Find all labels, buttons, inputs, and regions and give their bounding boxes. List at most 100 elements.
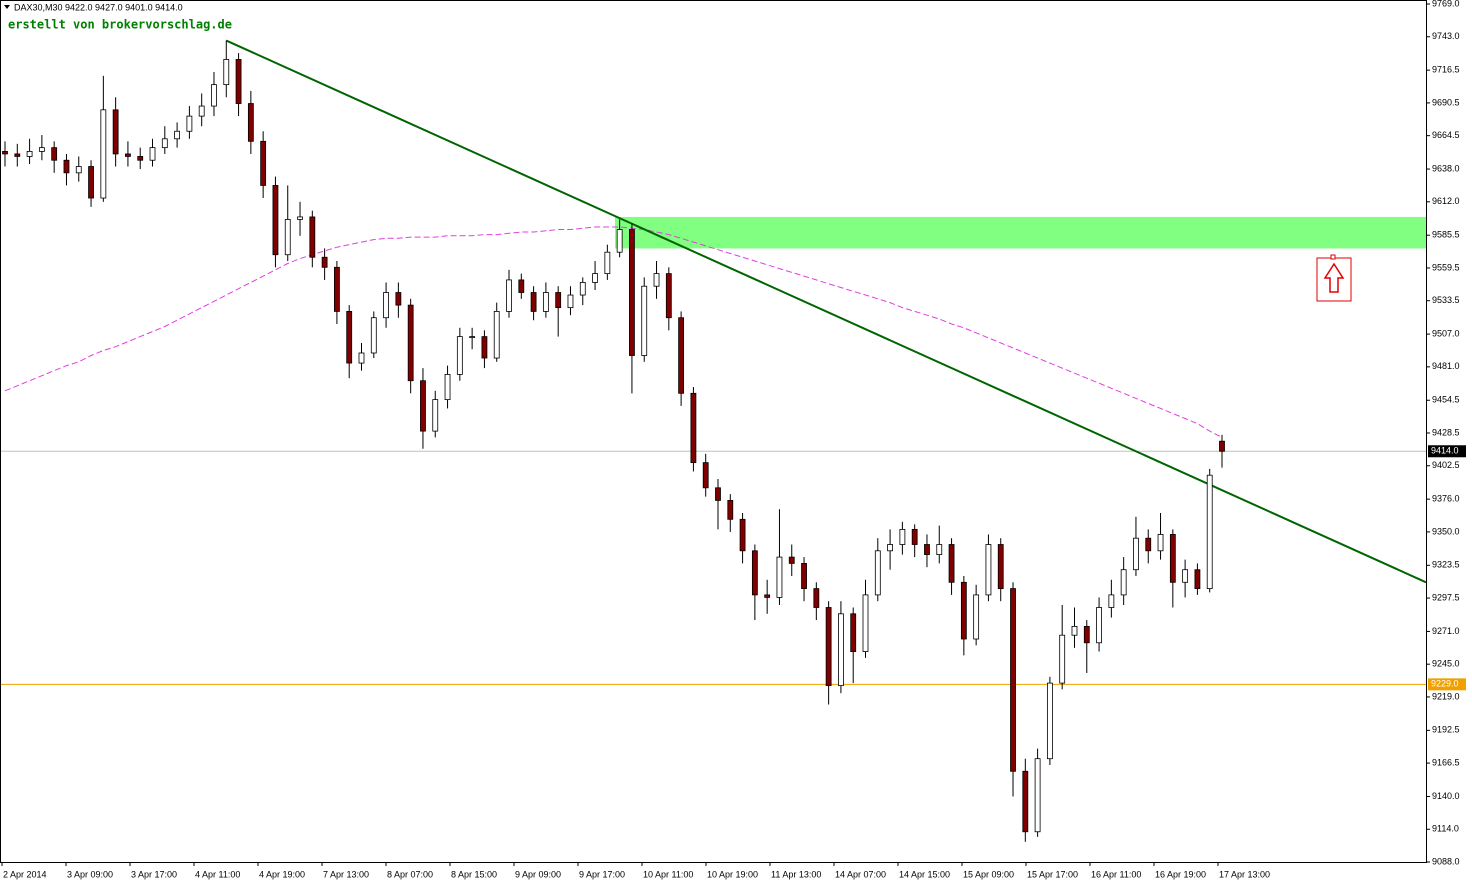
candle-body xyxy=(481,336,488,359)
buy-arrow xyxy=(1316,254,1352,302)
y-tick-label: 9559.5 xyxy=(1432,262,1460,272)
candle-body xyxy=(284,219,291,256)
candle-body xyxy=(911,528,918,545)
candle-body xyxy=(985,544,992,596)
candle-body xyxy=(1010,588,1016,772)
candle-body xyxy=(432,399,439,432)
y-tick-label: 9533.5 xyxy=(1432,295,1460,305)
candle-body xyxy=(665,273,672,319)
candle-body xyxy=(370,317,377,354)
candle-body xyxy=(1194,569,1201,589)
candle-body xyxy=(26,151,33,157)
x-tick-label: 2 Apr 2014 xyxy=(3,869,47,879)
candle-body xyxy=(223,59,230,86)
y-tick-label: 9219.0 xyxy=(1432,691,1460,701)
candle-body xyxy=(715,487,721,501)
y-tick-label: 9716.5 xyxy=(1432,65,1460,75)
candle-body xyxy=(1169,534,1176,583)
candle-body xyxy=(616,229,623,253)
candle-body xyxy=(161,138,168,149)
y-tick-label: 9245.0 xyxy=(1432,659,1460,669)
candle-body xyxy=(407,304,414,382)
candle-body xyxy=(506,279,512,312)
y-tick-label: 9297.5 xyxy=(1432,592,1460,602)
candle-body xyxy=(948,544,955,583)
y-tick-label: 9114.0 xyxy=(1432,824,1459,834)
y-tick-label: 9743.0 xyxy=(1432,31,1460,41)
y-tick-label: 9507.0 xyxy=(1432,328,1460,338)
candle-body xyxy=(1182,569,1189,583)
y-tick-label: 9769.0 xyxy=(1432,0,1460,8)
candle-body xyxy=(211,84,217,107)
candle-body xyxy=(2,151,8,155)
menu-arrow xyxy=(4,5,10,9)
y-tick-label: 9690.5 xyxy=(1432,97,1460,107)
candle-body xyxy=(63,159,70,174)
x-tick-label: 10 Apr 19:00 xyxy=(707,869,758,879)
y-tick-label: 9271.0 xyxy=(1432,626,1460,636)
candle-body xyxy=(38,147,45,152)
candle-body xyxy=(973,594,980,640)
y-tick-label: 9402.5 xyxy=(1432,460,1460,470)
candle-body xyxy=(862,594,869,652)
x-tick-label: 9 Apr 09:00 xyxy=(515,869,561,879)
candle-body xyxy=(297,216,303,220)
candle-body xyxy=(272,185,279,256)
y-tick-label: 9638.0 xyxy=(1432,163,1460,173)
candle-body xyxy=(1120,569,1127,596)
candle-body xyxy=(542,292,549,312)
y-tick-label: 9454.5 xyxy=(1432,395,1460,405)
candle-body xyxy=(751,550,758,596)
candle-body xyxy=(260,140,267,186)
y-tick-label: 9664.5 xyxy=(1432,130,1460,140)
x-tick-label: 10 Apr 11:00 xyxy=(643,869,693,879)
candle-body xyxy=(1096,607,1102,644)
candle-body xyxy=(100,109,107,199)
candle-body xyxy=(887,544,893,552)
y-tick-label: 9192.5 xyxy=(1432,725,1460,735)
candle-body xyxy=(1071,625,1078,636)
x-tick-label: 8 Apr 07:00 xyxy=(387,869,433,879)
candle-body xyxy=(838,613,844,687)
x-tick-label: 16 Apr 19:00 xyxy=(1155,869,1206,879)
y-tick-label: 9376.0 xyxy=(1432,494,1460,504)
candle-body xyxy=(653,273,660,287)
candle-body xyxy=(14,153,21,157)
candle-body xyxy=(764,594,771,598)
candle-body xyxy=(924,544,930,555)
x-tick-label: 17 Apr 13:00 xyxy=(1219,869,1270,879)
plot-border xyxy=(0,0,1427,863)
candle-body xyxy=(567,294,574,309)
candle-body xyxy=(469,336,476,339)
y-tick-label: 9088.0 xyxy=(1432,856,1460,866)
candle-body xyxy=(149,147,156,161)
candle-body xyxy=(813,588,820,608)
header: DAX30,M30 9422.0 9427.0 9401.0 9414.0 xyxy=(14,2,183,12)
candle-body xyxy=(776,556,783,598)
candle-body xyxy=(1157,534,1164,552)
moving-average xyxy=(4,226,1223,438)
x-tick-label: 15 Apr 17:00 xyxy=(1027,869,1078,879)
candle-body xyxy=(493,311,500,359)
candle-body xyxy=(518,279,525,293)
candle-body xyxy=(997,544,1004,589)
candle-body xyxy=(936,544,943,555)
x-tick-label: 7 Apr 13:00 xyxy=(323,869,369,879)
x-tick-label: 4 Apr 19:00 xyxy=(259,869,305,879)
candle-body xyxy=(321,256,328,268)
candle-body xyxy=(198,105,205,117)
candle-body xyxy=(75,166,82,174)
candle-body xyxy=(678,317,685,394)
candle-body xyxy=(1034,758,1041,833)
candle-body xyxy=(702,462,709,489)
candle-body xyxy=(125,153,131,157)
candle-body xyxy=(825,607,832,687)
candle-body xyxy=(309,216,316,258)
candle-body xyxy=(801,563,807,589)
candle-body xyxy=(383,292,389,319)
candle-body xyxy=(1219,440,1225,452)
y-tick-label: 9585.5 xyxy=(1432,230,1460,240)
candle-body xyxy=(395,292,402,306)
candle-body xyxy=(1046,682,1053,760)
candle-body xyxy=(788,556,795,564)
